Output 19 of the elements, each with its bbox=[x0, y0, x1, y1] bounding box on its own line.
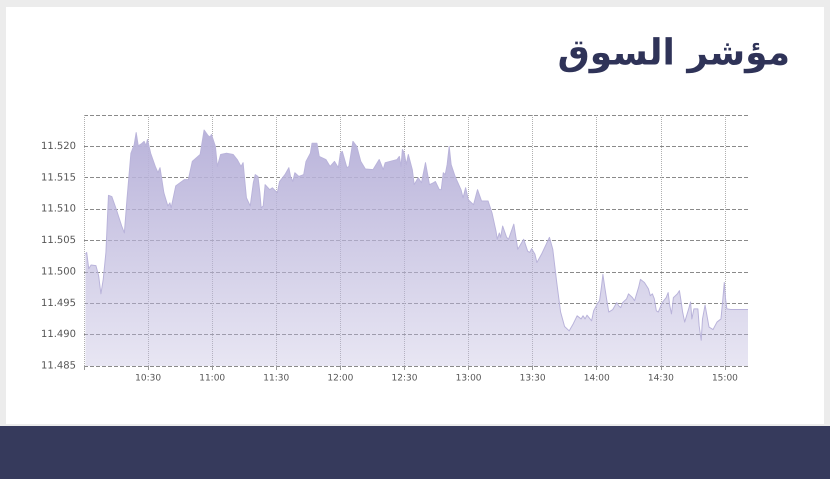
x-tick-label: 14:00 bbox=[584, 374, 610, 384]
x-tick-label: 11:30 bbox=[263, 374, 290, 384]
x-tick-label: 13:00 bbox=[456, 374, 482, 384]
y-tick-label: 11.500 bbox=[41, 266, 76, 278]
y-tick-label: 11.505 bbox=[41, 235, 76, 246]
y-tick-label: 11.520 bbox=[41, 140, 76, 152]
x-tick-label: 14:30 bbox=[648, 374, 674, 384]
y-tick-label: 11.485 bbox=[41, 360, 76, 372]
y-tick-label: 11.510 bbox=[41, 204, 76, 215]
x-tick-label: 15:00 bbox=[712, 374, 738, 384]
x-tick-label: 12:30 bbox=[391, 374, 418, 384]
y-tick-label: 11.490 bbox=[41, 329, 76, 340]
x-tick-label: 13:30 bbox=[520, 374, 546, 384]
x-tick-label: 10:30 bbox=[135, 374, 162, 384]
chart-title: مؤشر السوق bbox=[558, 32, 790, 74]
x-tick-label: 11:00 bbox=[199, 374, 226, 384]
y-tick-label: 11.515 bbox=[41, 172, 76, 184]
y-tick-label: 11.495 bbox=[41, 298, 76, 309]
x-tick-label: 12:00 bbox=[327, 374, 354, 384]
